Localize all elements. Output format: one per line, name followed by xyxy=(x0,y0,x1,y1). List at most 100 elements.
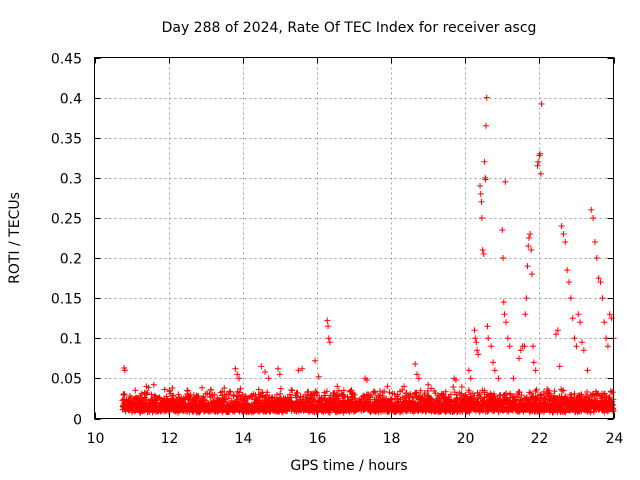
data-point xyxy=(567,295,574,302)
data-point xyxy=(490,359,497,366)
data-point xyxy=(532,388,539,395)
data-point xyxy=(288,394,295,401)
data-point xyxy=(348,387,355,394)
data-point xyxy=(504,335,511,342)
data-point xyxy=(169,385,176,392)
data-point xyxy=(518,392,525,399)
grid-lines xyxy=(94,57,614,419)
data-point xyxy=(322,392,329,399)
data-point xyxy=(414,371,421,378)
data-point xyxy=(372,389,379,396)
data-point xyxy=(334,383,341,390)
data-point xyxy=(553,331,560,338)
data-point xyxy=(483,94,490,101)
data-point xyxy=(428,385,435,392)
data-point xyxy=(221,385,228,392)
data-point xyxy=(315,373,322,380)
data-point xyxy=(473,339,480,346)
x-tick-label: 16 xyxy=(309,431,327,447)
data-point xyxy=(305,388,312,395)
data-point xyxy=(516,389,523,396)
data-point xyxy=(415,375,422,382)
data-point xyxy=(199,384,206,391)
data-point xyxy=(609,398,616,405)
y-tick-label: 0.35 xyxy=(51,132,82,148)
y-tick-label: 0.05 xyxy=(51,372,82,388)
data-point xyxy=(121,391,128,398)
data-point xyxy=(537,170,544,177)
data-point xyxy=(601,319,608,326)
data-point xyxy=(588,206,595,213)
data-point xyxy=(236,389,243,396)
data-point xyxy=(560,230,567,237)
data-point xyxy=(590,214,597,221)
data-point xyxy=(476,391,483,398)
y-tick-label: 0 xyxy=(73,413,82,429)
data-point xyxy=(556,363,563,370)
data-point xyxy=(208,386,215,393)
data-point xyxy=(472,335,479,342)
data-point xyxy=(525,235,532,241)
data-point xyxy=(324,317,331,324)
data-point xyxy=(458,390,465,397)
data-point xyxy=(184,387,191,394)
data-point xyxy=(510,375,517,382)
data-point xyxy=(275,365,282,372)
data-point xyxy=(226,388,233,395)
data-point xyxy=(578,391,585,398)
data-point xyxy=(150,381,157,388)
data-point xyxy=(286,391,293,398)
data-point xyxy=(407,391,414,398)
data-point xyxy=(482,122,489,129)
data-point xyxy=(262,368,269,375)
data-point xyxy=(515,355,522,362)
data-point xyxy=(571,335,578,342)
data-point xyxy=(595,275,602,282)
data-point xyxy=(340,387,347,394)
data-point xyxy=(562,239,569,246)
data-point xyxy=(478,214,485,221)
y-tick-label: 0.4 xyxy=(60,92,82,108)
data-point xyxy=(485,335,492,342)
data-point xyxy=(524,263,531,270)
data-point xyxy=(232,365,239,372)
data-point xyxy=(534,162,541,169)
data-point xyxy=(521,343,528,350)
data-point xyxy=(538,101,545,108)
data-point xyxy=(313,390,320,397)
x-tick-label: 12 xyxy=(161,431,179,447)
data-point xyxy=(530,359,537,366)
chart-title: Day 288 of 2024, Rate Of TEC Index for r… xyxy=(162,20,537,36)
data-point xyxy=(606,311,613,318)
data-point xyxy=(144,390,151,397)
data-point xyxy=(499,226,506,233)
data-point xyxy=(569,315,576,322)
data-point xyxy=(295,367,302,374)
data-point xyxy=(477,182,484,189)
data-point xyxy=(490,390,497,397)
data-point xyxy=(399,386,406,393)
data-point xyxy=(388,396,395,403)
data-point xyxy=(609,389,616,396)
data-point xyxy=(236,375,243,382)
x-tick-label: 18 xyxy=(383,431,401,447)
data-point xyxy=(601,409,608,416)
data-point xyxy=(340,393,347,400)
data-point xyxy=(161,386,168,393)
data-point xyxy=(367,392,374,399)
data-point xyxy=(506,343,513,350)
data-point xyxy=(495,375,502,382)
data-point xyxy=(324,388,331,395)
data-point xyxy=(225,395,232,402)
y-tick-label: 0.45 xyxy=(51,52,82,68)
data-point xyxy=(334,391,341,398)
data-point xyxy=(465,367,472,374)
data-point xyxy=(450,383,457,390)
data-point xyxy=(580,347,587,354)
data-point xyxy=(394,391,401,398)
data-point xyxy=(480,251,487,258)
y-tick-label: 0.25 xyxy=(51,212,82,228)
data-point xyxy=(528,247,535,254)
y-tick-label: 0.15 xyxy=(51,292,82,308)
